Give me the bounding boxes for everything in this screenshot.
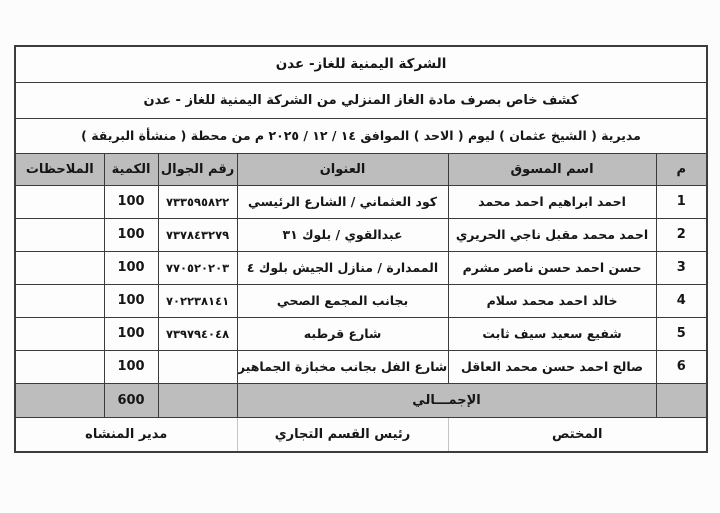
name-cell: احمد محمد مقبل ناجي الحريري — [447, 217, 657, 252]
address-cell: كود العثماني / الشارع الرئيسي — [236, 184, 449, 219]
total-quantity: 600 — [103, 382, 159, 418]
table-row: 1 احمد ابراهيم احمد محمد كود العثماني / … — [14, 184, 708, 219]
phone-cell: ٧٠٢٢٣٨١٤١ — [157, 283, 238, 318]
signature-facility-manager: مدير المنشاه — [14, 416, 238, 453]
serial-cell: 2 — [655, 217, 708, 252]
table-row: 6 صالح احمد حسن محمد العاقل شارع الفل بج… — [14, 349, 708, 384]
address-cell: شارع قرطبه — [236, 316, 449, 351]
name-cell: خالد احمد محمد سلام — [447, 283, 657, 318]
total-serial-cell — [655, 382, 708, 418]
notes-cell — [14, 184, 105, 219]
name-cell: شفيع سعيد سيف ثابت — [447, 316, 657, 351]
gas-dispatch-table: الشركة اليمنية للغاز- عدن كشف خاص بصرف م… — [14, 45, 709, 453]
address-cell: بجانب المجمع الصحي — [236, 283, 449, 318]
name-cell: صالح احمد حسن محمد العاقل — [447, 349, 657, 384]
name-cell: احمد ابراهيم احمد محمد — [447, 184, 657, 219]
sheet-subtitle-row: كشف خاص بصرف مادة الغاز المنزلي من الشرك… — [14, 81, 708, 119]
notes-cell — [14, 349, 105, 384]
notes-cell — [14, 250, 105, 285]
district-date-row: مديرية ( الشيخ عثمان ) ليوم ( الاحد ) ال… — [14, 117, 708, 154]
name-cell: حسن احمد حسن ناصر مشرم — [447, 250, 657, 285]
signature-specialist: المختص — [447, 416, 708, 453]
total-row: الإجمـــالي 600 — [14, 382, 708, 418]
table-row: 2 احمد محمد مقبل ناجي الحريري عبدالقوي /… — [14, 217, 708, 252]
serial-cell: 6 — [655, 349, 708, 384]
address-cell: عبدالقوي / بلوك ٣١ — [236, 217, 449, 252]
signatures-row: المختص رئيس القسم التجاري مدير المنشاه — [14, 416, 708, 453]
header-serial: م — [655, 152, 708, 186]
serial-cell: 5 — [655, 316, 708, 351]
serial-cell: 1 — [655, 184, 708, 219]
phone-cell: ٧٧٠٥٢٠٢٠٣ — [157, 250, 238, 285]
quantity-cell: 100 — [103, 250, 159, 285]
scanned-document: الشركة اليمنية للغاز- عدن كشف خاص بصرف م… — [14, 45, 709, 453]
total-label: الإجمـــالي — [236, 382, 657, 418]
notes-cell — [14, 283, 105, 318]
notes-cell — [14, 316, 105, 351]
phone-cell — [157, 349, 238, 384]
serial-cell: 4 — [655, 283, 708, 318]
quantity-cell: 100 — [103, 283, 159, 318]
table-row: 3 حسن احمد حسن ناصر مشرم الممدارة / مناز… — [14, 250, 708, 285]
header-address: العنوان — [236, 152, 449, 186]
address-cell: شارع الفل بجانب مخبازة الجماهير — [236, 349, 449, 384]
table-row: 4 خالد احمد محمد سلام بجانب المجمع الصحي… — [14, 283, 708, 318]
table-row: 5 شفيع سعيد سيف ثابت شارع قرطبه ٧٣٩٧٩٤٠٤… — [14, 316, 708, 351]
sheet-subtitle: كشف خاص بصرف مادة الغاز المنزلي من الشرك… — [14, 81, 708, 119]
phone-cell: ٧٣٧٨٤٣٢٧٩ — [157, 217, 238, 252]
district-date-line: مديرية ( الشيخ عثمان ) ليوم ( الاحد ) ال… — [14, 117, 708, 154]
total-notes-cell — [14, 382, 105, 418]
phone-cell: ٧٣٣٥٩٥٨٢٢ — [157, 184, 238, 219]
header-phone: رقم الجوال — [157, 152, 238, 186]
notes-cell — [14, 217, 105, 252]
header-notes: الملاحظات — [14, 152, 105, 186]
signature-commercial-head: رئيس القسم التجاري — [236, 416, 449, 453]
quantity-cell: 100 — [103, 349, 159, 384]
company-title-row: الشركة اليمنية للغاز- عدن — [14, 45, 708, 83]
serial-cell: 3 — [655, 250, 708, 285]
quantity-cell: 100 — [103, 217, 159, 252]
phone-cell: ٧٣٩٧٩٤٠٤٨ — [157, 316, 238, 351]
quantity-cell: 100 — [103, 316, 159, 351]
total-phone-cell — [157, 382, 238, 418]
header-quantity: الكمية — [103, 152, 159, 186]
company-title: الشركة اليمنية للغاز- عدن — [14, 45, 708, 83]
header-name: اسم المسوق — [447, 152, 657, 186]
quantity-cell: 100 — [103, 184, 159, 219]
address-cell: الممدارة / منازل الجيش بلوك ٤ — [236, 250, 449, 285]
column-header-row: م اسم المسوق العنوان رقم الجوال الكمية ا… — [14, 152, 708, 186]
